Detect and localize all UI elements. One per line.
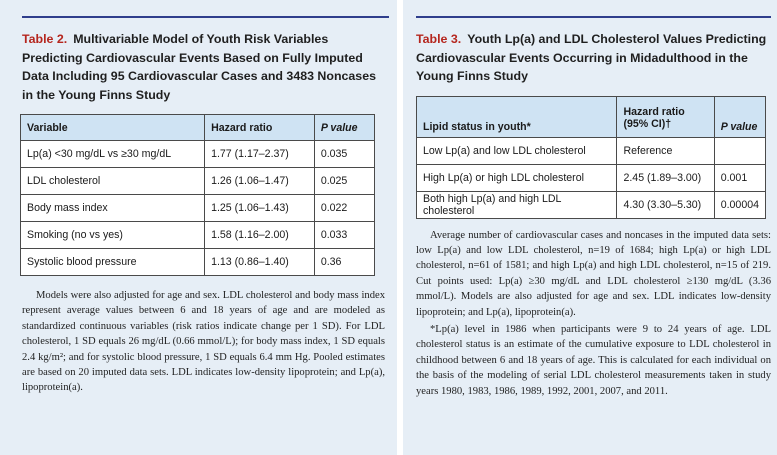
column-header-p-value: P value <box>713 95 767 138</box>
table-row: Both high Lp(a) and high LDL cholesterol… <box>415 190 767 219</box>
p-value-cell: 0.001 <box>713 163 767 192</box>
table-2: Variable Hazard ratio P value Lp(a) <30 … <box>19 114 376 276</box>
hazard-ratio-cell: 2.45 (1.89–3.00) <box>616 163 715 192</box>
table-row: LDL cholesterol 1.26 (1.06–1.47) 0.025 <box>19 167 376 195</box>
table-3-number: Table 3. <box>416 32 462 46</box>
variable-cell: Lp(a) <30 mg/dL vs ≥30 mg/dL <box>19 140 206 168</box>
table-2-footnote: Models were also adjusted for age and se… <box>22 290 385 394</box>
variable-cell: Body mass index <box>19 194 206 222</box>
p-value-cell: 0.022 <box>313 194 376 222</box>
table-3-footnote: Average number of cardiovascular cases a… <box>416 229 771 318</box>
variable-cell: Systolic blood pressure <box>19 248 206 276</box>
table-row: Lp(a) <30 mg/dL vs ≥30 mg/dL 1.77 (1.17–… <box>19 140 376 168</box>
hazard-ratio-cell: Reference <box>616 136 715 165</box>
table-3-caption: Table 3. Youth Lp(a) and LDL Cholesterol … <box>416 30 771 86</box>
table-row: Body mass index 1.25 (1.06–1.43) 0.022 <box>19 194 376 222</box>
table-3: Lipid status in youth* Hazard ratio (95%… <box>415 95 767 219</box>
table-header-row: Lipid status in youth* Hazard ratio (95%… <box>415 95 767 138</box>
hazard-ratio-cell: 1.58 (1.16–2.00) <box>204 221 315 249</box>
lipid-status-cell: Low Lp(a) and low LDL cholesterol <box>415 136 618 165</box>
p-value-cell: 0.36 <box>313 248 376 276</box>
table-row: High Lp(a) or high LDL cholesterol 2.45 … <box>415 163 767 192</box>
column-header-p-value: P value <box>313 114 376 141</box>
table-2-caption: Table 2. Multivariable Model of Youth Ris… <box>22 30 389 104</box>
column-header-variable: Variable <box>19 114 206 141</box>
table-3-footnote-lpa: *Lp(a) level in 1986 when participants w… <box>416 323 771 397</box>
hazard-ratio-cell: 1.26 (1.06–1.47) <box>204 167 315 195</box>
column-header-lipid-status: Lipid status in youth* <box>415 95 618 138</box>
lipid-status-cell: Both high Lp(a) and high LDL cholesterol <box>415 190 618 219</box>
lipid-status-cell: High Lp(a) or high LDL cholesterol <box>415 163 618 192</box>
p-value-cell: 0.033 <box>313 221 376 249</box>
table-2-title: Multivariable Model of Youth Risk Variab… <box>22 32 376 102</box>
table-3-title: Youth Lp(a) and LDL Cholesterol Values P… <box>416 32 767 83</box>
top-rule <box>416 16 771 18</box>
p-value-cell: 0.025 <box>313 167 376 195</box>
hazard-ratio-cell: 1.77 (1.17–2.37) <box>204 140 315 168</box>
table-2-number: Table 2. <box>22 32 68 46</box>
hazard-ratio-cell: 1.13 (0.86–1.40) <box>204 248 315 276</box>
hazard-ratio-cell: 1.25 (1.06–1.43) <box>204 194 315 222</box>
variable-cell: LDL cholesterol <box>19 167 206 195</box>
table-header-row: Variable Hazard ratio P value <box>19 114 376 141</box>
p-value-cell: 0.00004 <box>713 190 767 219</box>
table-row: Smoking (no vs yes) 1.58 (1.16–2.00) 0.0… <box>19 221 376 249</box>
table-row: Systolic blood pressure 1.13 (0.86–1.40)… <box>19 248 376 276</box>
table-3-panel: Table 3. Youth Lp(a) and LDL Cholesterol … <box>403 0 777 455</box>
column-header-hazard-ratio: Hazard ratio (95% CI)† <box>616 95 715 138</box>
table-row: Low Lp(a) and low LDL cholesterol Refere… <box>415 136 767 165</box>
p-value-cell <box>713 136 767 165</box>
column-header-hazard-ratio: Hazard ratio <box>204 114 315 141</box>
top-rule <box>22 16 389 18</box>
hazard-ratio-cell: 4.30 (3.30–5.30) <box>616 190 715 219</box>
variable-cell: Smoking (no vs yes) <box>19 221 206 249</box>
table-2-panel: Table 2. Multivariable Model of Youth Ris… <box>0 0 397 455</box>
p-value-cell: 0.035 <box>313 140 376 168</box>
